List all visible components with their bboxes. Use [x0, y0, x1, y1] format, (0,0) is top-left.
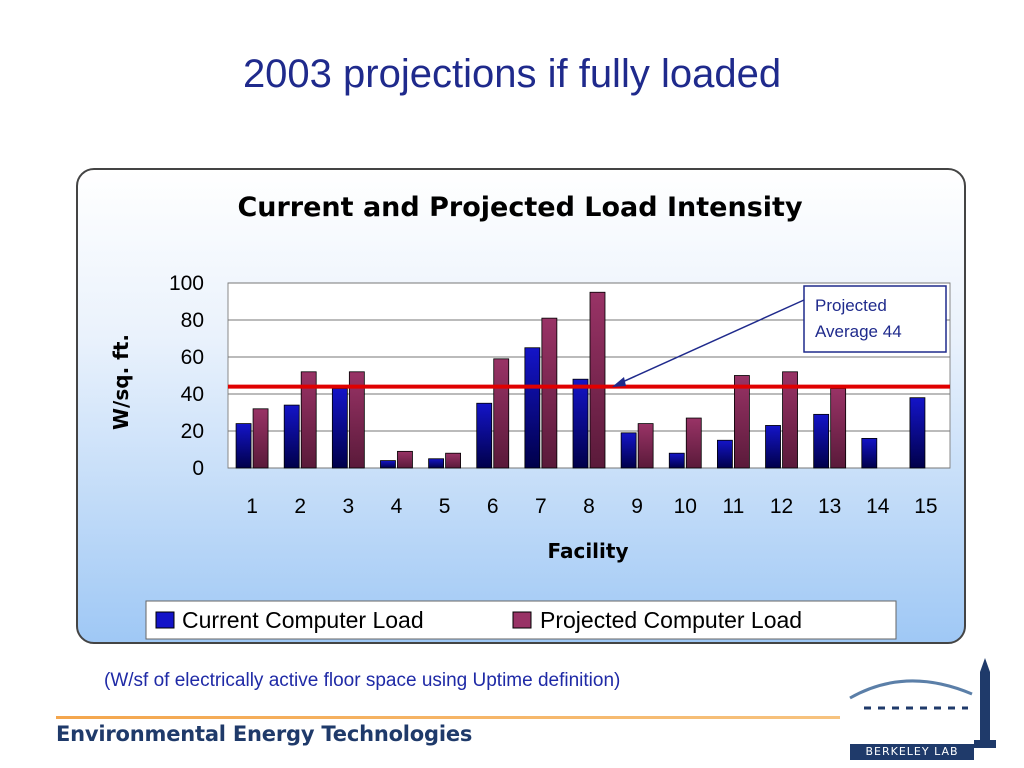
- x-tick-label: 4: [391, 495, 403, 518]
- x-tick-label: 6: [487, 495, 499, 518]
- footer-text: Environmental Energy Technologies: [56, 722, 473, 746]
- bar-current: [620, 432, 637, 469]
- legend-label-projected: Projected Computer Load: [540, 607, 802, 633]
- bar-current: [428, 458, 445, 469]
- y-axis-title: W/sq. ft.: [109, 334, 133, 430]
- legend-label-current: Current Computer Load: [182, 607, 424, 633]
- bar-current: [380, 460, 396, 469]
- x-tick-label: 3: [342, 495, 354, 518]
- slide-title: 2003 projections if fully loaded: [242, 52, 782, 96]
- bar-current: [765, 425, 781, 469]
- bar-projected: [685, 417, 702, 469]
- legend-swatch-current: [155, 611, 175, 629]
- x-tick-label: 14: [866, 495, 890, 518]
- bar-current: [235, 423, 252, 469]
- bar-current: [909, 397, 926, 469]
- bar-current: [813, 413, 830, 469]
- y-tick-label: 80: [181, 309, 204, 332]
- bar-current: [572, 378, 589, 469]
- chart-title: Current and Projected Load Intensity: [237, 192, 803, 223]
- x-tick-label: 5: [439, 495, 451, 518]
- x-tick-label: 13: [818, 495, 841, 518]
- y-tick-label: 20: [181, 420, 204, 443]
- callout-arrow: [617, 299, 805, 385]
- logo-wordmark: BERKELEY LAB: [850, 744, 974, 760]
- y-tick-label: 40: [181, 383, 204, 406]
- legend: Current Computer Load Projected Computer…: [145, 600, 897, 640]
- x-tick-label: 11: [722, 495, 744, 518]
- bar-projected: [589, 291, 606, 469]
- y-tick-label: 0: [192, 457, 204, 480]
- x-tick-label: 12: [770, 495, 793, 518]
- x-tick-label: 10: [674, 495, 697, 518]
- bar-projected: [445, 452, 462, 469]
- bar-projected: [348, 371, 365, 469]
- average-callout: Projected Average 44: [612, 285, 947, 387]
- bar-current: [861, 437, 878, 469]
- x-tick-label: 7: [535, 495, 547, 518]
- bar-projected: [397, 450, 413, 469]
- legend-swatch-projected: [512, 611, 532, 629]
- bar-projected: [541, 317, 558, 469]
- bar-projected: [300, 371, 317, 469]
- callout-line-1: Projected: [815, 296, 887, 315]
- x-tick-label: 2: [294, 495, 306, 518]
- bars: [235, 291, 926, 469]
- bar-projected: [493, 358, 510, 469]
- bar-projected: [637, 423, 654, 469]
- y-tick-label: 60: [181, 346, 204, 369]
- footer-rule: [56, 716, 840, 719]
- x-tick-label: 8: [583, 495, 595, 518]
- bar-current: [283, 404, 300, 469]
- bar-current: [524, 347, 541, 469]
- y-tick-label: 100: [169, 272, 204, 295]
- berkeley-lab-logo-icon: [849, 658, 996, 748]
- gridlines: [228, 282, 950, 469]
- bar-current: [717, 439, 733, 469]
- callout-box: [803, 285, 947, 353]
- x-axis-title: Facility: [547, 539, 628, 563]
- x-tick-label: 1: [246, 495, 258, 518]
- bar-projected: [252, 408, 269, 469]
- bar-current: [331, 388, 348, 469]
- bar-current: [668, 452, 685, 469]
- bar-projected: [782, 371, 798, 469]
- bar-current: [476, 402, 493, 469]
- x-tick-label: 15: [914, 495, 937, 518]
- x-tick-label: 9: [631, 495, 643, 518]
- callout-line-2: Average 44: [815, 322, 902, 341]
- footnote: (W/sf of electrically active floor space…: [104, 670, 621, 691]
- bar-projected: [830, 388, 847, 469]
- callout-arrowhead: [612, 377, 626, 387]
- bar-projected: [734, 375, 750, 469]
